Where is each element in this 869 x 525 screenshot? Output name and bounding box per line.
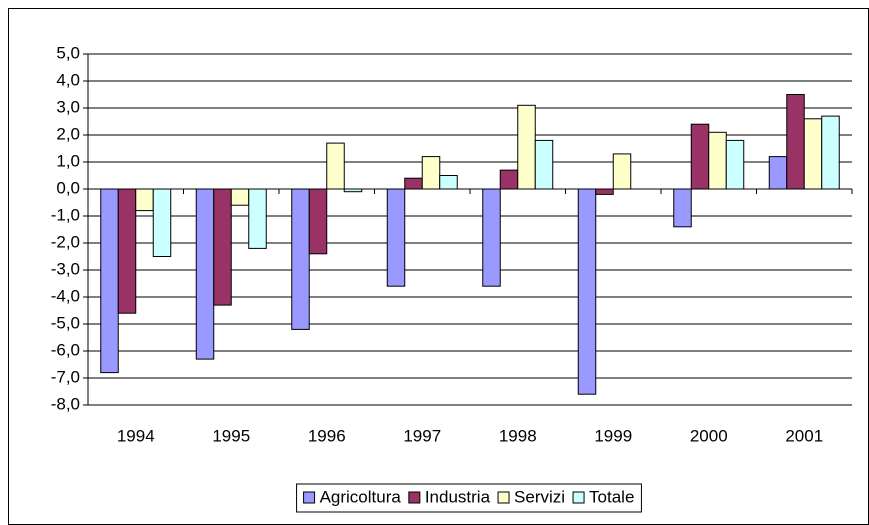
x-tick-label: 1995 <box>212 426 250 445</box>
y-tick-label: -3,0 <box>51 259 80 278</box>
bar <box>386 188 406 287</box>
legend-label: Industria <box>425 487 491 506</box>
y-tick-label: -1,0 <box>51 205 80 224</box>
bar <box>195 188 215 360</box>
y-tick-label: -7,0 <box>51 367 80 386</box>
chart-border <box>8 8 869 525</box>
legend-swatch <box>572 491 585 504</box>
bar <box>117 188 137 314</box>
bar <box>291 188 310 330</box>
x-tick-label: 1997 <box>403 426 441 445</box>
x-tick-label: 1999 <box>594 426 632 445</box>
bar <box>768 156 788 190</box>
bar <box>821 115 840 190</box>
y-tick-label: -4,0 <box>51 286 80 305</box>
bar <box>499 169 519 190</box>
bar <box>803 118 823 190</box>
x-tick-label: 2000 <box>690 426 728 445</box>
y-tick-label: 5,0 <box>56 43 80 62</box>
bar <box>135 188 154 212</box>
y-tick-label: 0,0 <box>56 178 80 197</box>
bar <box>404 177 423 190</box>
y-tick-label: -8,0 <box>51 394 80 413</box>
bar <box>690 123 710 190</box>
legend-label: Servizi <box>514 487 565 506</box>
bar <box>612 153 632 190</box>
bar <box>308 188 328 255</box>
bar <box>708 131 727 190</box>
y-tick-label: 3,0 <box>56 97 80 116</box>
y-tick-label: -6,0 <box>51 340 80 359</box>
legend-swatch <box>497 491 510 504</box>
bar <box>439 175 458 190</box>
legend-label: Totale <box>589 487 634 506</box>
bar <box>421 156 441 190</box>
bar <box>326 142 345 190</box>
bar <box>517 104 536 190</box>
bar <box>152 188 172 257</box>
bar <box>725 139 745 190</box>
bar <box>786 94 805 190</box>
bar <box>577 188 597 395</box>
y-tick-label: 1,0 <box>56 151 80 170</box>
bar <box>595 188 614 195</box>
x-tick-label: 1996 <box>308 426 346 445</box>
x-tick-label: 1994 <box>117 426 155 445</box>
y-tick-label: 4,0 <box>56 70 80 89</box>
bar <box>100 188 119 374</box>
bar <box>248 188 267 249</box>
bar <box>230 188 250 206</box>
legend-label: Agricoltura <box>320 487 402 506</box>
bar <box>213 188 232 306</box>
x-tick-label: 1998 <box>499 426 537 445</box>
y-tick-label: -2,0 <box>51 232 80 251</box>
y-tick-label: 2,0 <box>56 124 80 143</box>
legend-swatch <box>303 491 316 504</box>
x-tick-label: 2001 <box>785 426 823 445</box>
bar <box>482 188 501 287</box>
legend-swatch <box>408 491 421 504</box>
bar <box>673 188 692 228</box>
bar <box>534 139 554 190</box>
y-tick-label: -5,0 <box>51 313 80 332</box>
